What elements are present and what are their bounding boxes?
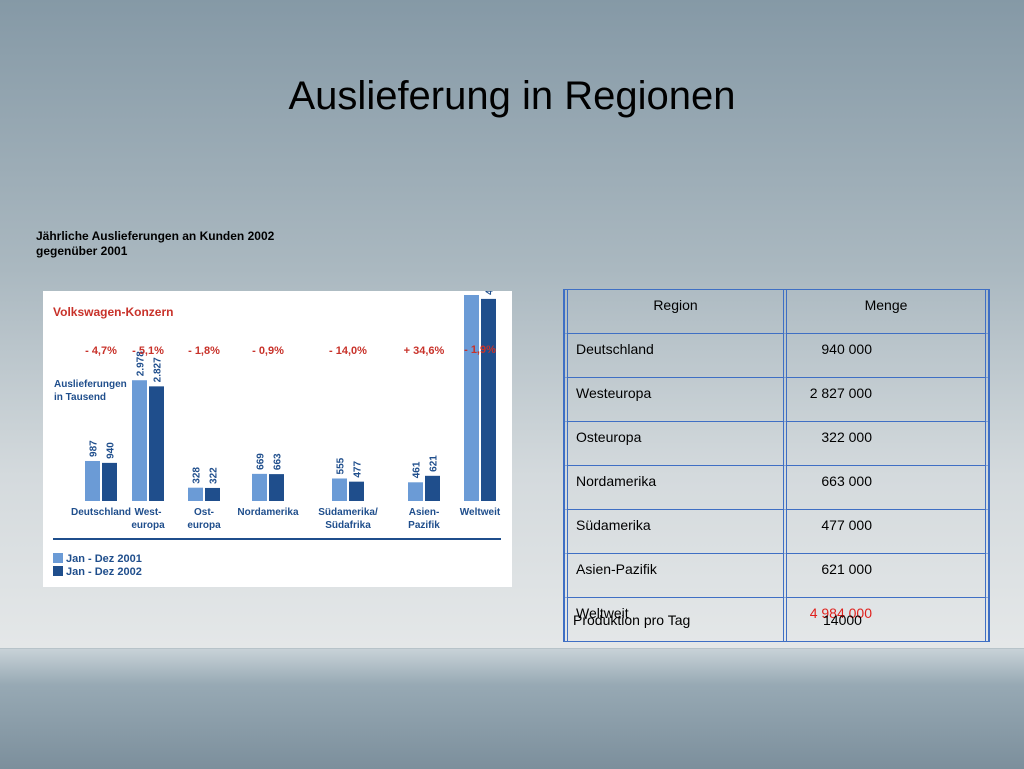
data-label: 621 <box>429 455 440 472</box>
bar-2001 <box>332 478 347 501</box>
change-label: - 1,9% <box>464 344 496 356</box>
header-menge: Menge <box>787 290 989 334</box>
bar-2001 <box>132 380 147 501</box>
bar-chart: Volkswagen-Konzern Auslieferungen in Tause… <box>53 291 501 578</box>
category-label: Asien- <box>409 507 440 518</box>
menge-value: 621 000 <box>821 561 872 577</box>
production-value: 14000 <box>823 612 862 628</box>
bar-2002 <box>269 474 284 501</box>
region-table: Region Menge Deutschland 940 000 Westeur… <box>563 289 990 642</box>
table-row: Weltweit 4 984 000 <box>564 598 989 641</box>
table-header-row: Region Menge <box>564 290 989 334</box>
bottom-band <box>0 648 1024 769</box>
bar-2001 <box>464 295 479 501</box>
data-label: 555 <box>336 457 347 474</box>
change-label: - 5,1% <box>132 345 164 357</box>
legend-swatch-2002 <box>53 566 63 576</box>
category-label: Pazifik <box>408 520 440 531</box>
chart-panel: Volkswagen-Konzern Auslieferungen in Tause… <box>43 291 512 587</box>
menge-value-highlight: 4 984 000 <box>809 605 872 621</box>
legend-label-2001: Jan - Dez 2001 <box>66 553 142 565</box>
data-label: 2.827 <box>153 357 164 382</box>
menge-cell: 477 000 <box>787 510 989 554</box>
category-label: Südamerika/ <box>318 507 378 518</box>
data-label: 477 <box>353 461 364 478</box>
menge-cell: 2 827 000 <box>787 378 989 422</box>
bar-2001 <box>252 473 267 501</box>
data-label: 461 <box>412 461 423 478</box>
region-cell: Westeuropa <box>564 378 787 422</box>
menge-cell: 322 000 <box>787 422 989 466</box>
bar-2002 <box>481 298 496 501</box>
table-row: Osteuropa 322 000 <box>564 422 989 466</box>
data-label: 2.978 <box>136 351 147 376</box>
data-label: 987 <box>89 440 100 457</box>
category-label: Ost- <box>194 507 214 518</box>
bar-2002 <box>425 475 440 501</box>
data-label: 328 <box>192 467 203 484</box>
region-cell: Asien-Pazifik <box>564 554 787 598</box>
table-row: Westeuropa 2 827 000 <box>564 378 989 422</box>
region-cell: Deutschland <box>564 334 787 378</box>
category-label: West- <box>134 507 161 518</box>
region-cell: Nordamerika <box>564 466 787 510</box>
menge-value: 940 000 <box>821 341 872 357</box>
chart-title: Volkswagen-Konzern <box>53 305 173 319</box>
data-label: 4.984 <box>485 291 496 295</box>
data-label: 663 <box>273 453 284 470</box>
production-label: Produktion pro Tag <box>573 612 691 628</box>
legend-label-2002: Jan - Dez 2002 <box>66 566 142 578</box>
slide-subtitle: Jährliche Auslieferungen an Kunden 2002 … <box>36 229 306 259</box>
menge-value: 663 000 <box>821 473 872 489</box>
y-axis-label: Auslieferungen <box>54 379 127 390</box>
menge-value: 2 827 000 <box>809 385 872 401</box>
data-label: 322 <box>209 467 220 484</box>
menge-cell: 940 000 <box>787 334 989 378</box>
menge-cell: 4 984 000 <box>787 598 989 641</box>
change-label: - 4,7% <box>85 345 117 357</box>
menge-cell: 621 000 <box>787 554 989 598</box>
data-label: 940 <box>106 442 117 459</box>
menge-cell: 663 000 <box>787 466 989 510</box>
region-cell: Osteuropa <box>564 422 787 466</box>
table-row: Asien-Pazifik 621 000 <box>564 554 989 598</box>
header-region: Region <box>564 290 787 334</box>
region-cell: Südamerika <box>564 510 787 554</box>
bar-2001 <box>408 482 423 501</box>
region-table-wrap: Region Menge Deutschland 940 000 Westeur… <box>563 289 990 642</box>
region-cell: Weltweit <box>564 598 787 641</box>
category-label: Weltweit <box>460 507 501 518</box>
subtitle-line-2: gegenüber 2001 <box>36 244 128 258</box>
change-label: - 14,0% <box>329 345 367 357</box>
bar-2002 <box>149 386 164 501</box>
table-row: Deutschland 940 000 <box>564 334 989 378</box>
bar-2002 <box>205 487 220 501</box>
bar-2002 <box>102 462 117 501</box>
change-label: + 34,6% <box>404 345 445 357</box>
category-label: Nordamerika <box>237 507 299 518</box>
y-axis-label: in Tausend <box>54 392 106 403</box>
bar-2001 <box>85 460 100 501</box>
bar-2002 <box>349 481 364 501</box>
category-label: europa <box>187 520 221 531</box>
category-label: europa <box>131 520 165 531</box>
change-label: - 1,8% <box>188 345 220 357</box>
menge-value: 477 000 <box>821 517 872 533</box>
change-label: - 0,9% <box>252 345 284 357</box>
category-label: Südafrika <box>325 520 371 531</box>
category-label: Deutschland <box>71 507 131 518</box>
bar-2001 <box>188 487 203 501</box>
subtitle-line-1: Jährliche Auslieferungen an Kunden 2002 <box>36 229 275 243</box>
table-row: Südamerika 477 000 <box>564 510 989 554</box>
table-row: Nordamerika 663 000 <box>564 466 989 510</box>
slide-title: Auslieferung in Regionen <box>288 74 736 118</box>
data-label: 669 <box>256 453 267 470</box>
legend-swatch-2001 <box>53 553 63 563</box>
menge-value: 322 000 <box>821 429 872 445</box>
